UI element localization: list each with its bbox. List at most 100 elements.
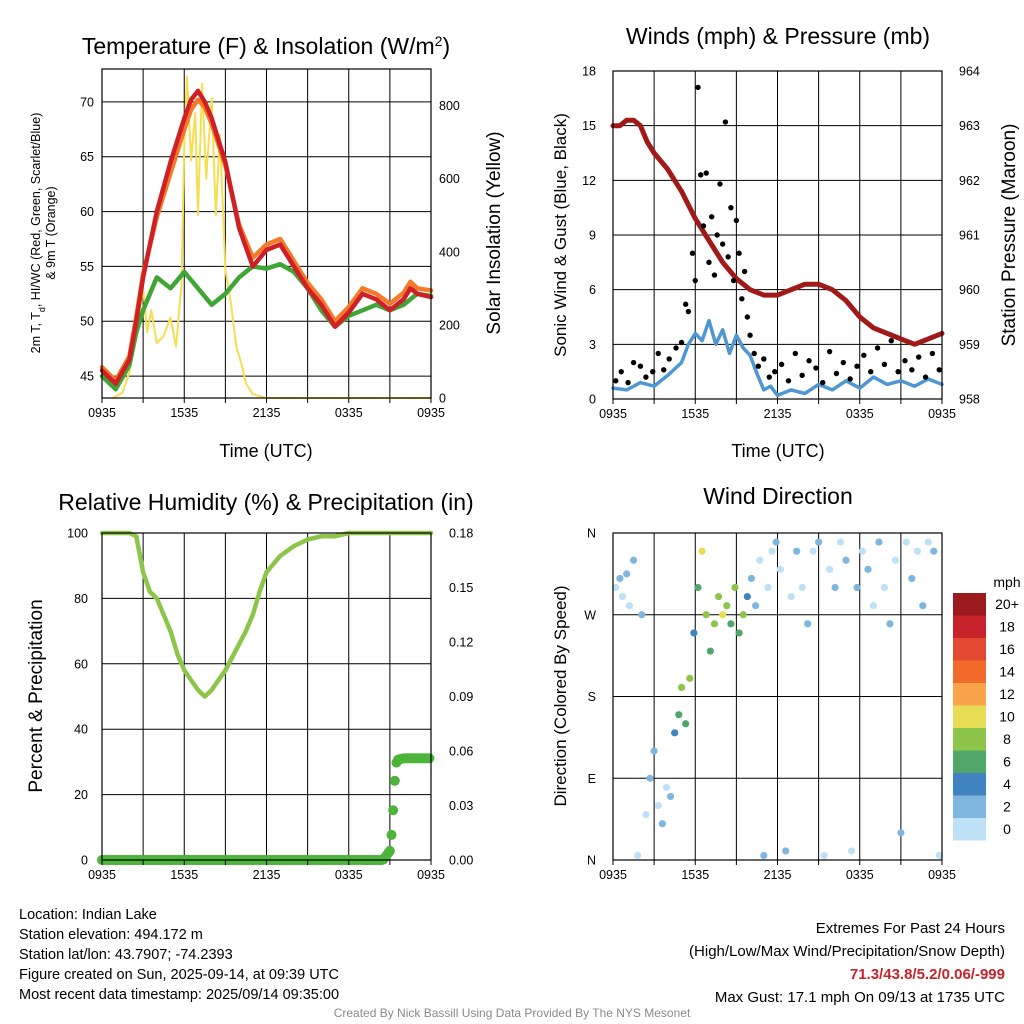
extremes-description: (High/Low/Max Wind/Precipitation/Snow De… — [689, 943, 1005, 960]
gust-point — [717, 181, 723, 187]
gust-point — [643, 374, 649, 380]
gust-point — [909, 367, 915, 373]
station-info: Location: Indian Lake Station elevation:… — [19, 905, 339, 1005]
y2-tick-label: 959 — [959, 338, 980, 352]
legend-label: 10 — [999, 709, 1015, 725]
y-tick-label: N — [587, 854, 596, 868]
gust-point — [915, 354, 922, 360]
direction-point — [768, 547, 776, 555]
precip-point — [384, 845, 395, 856]
x-tick-label: 0935 — [417, 406, 445, 420]
gust-point — [739, 296, 745, 302]
y2-tick-label: 962 — [959, 174, 980, 188]
y-tick-label: 15 — [582, 119, 596, 133]
direction-point — [908, 574, 916, 583]
gust-point — [861, 352, 867, 358]
direction-point — [930, 547, 938, 555]
y-tick-label: 3 — [589, 338, 596, 352]
y-tick-label: 0 — [589, 393, 596, 407]
y-tick-label: 65 — [80, 150, 94, 164]
direction-point — [694, 583, 702, 592]
gust-point — [695, 84, 701, 91]
y2-tick-label: 0.00 — [449, 854, 473, 868]
gust-point — [711, 272, 718, 278]
y-axis-label: Sonic Wind & Gust (Blue, Black) — [551, 113, 570, 357]
legend-swatch — [953, 818, 986, 841]
legend-swatch — [953, 795, 986, 818]
x-axis-label: Time (UTC) — [731, 441, 824, 461]
credit-text: Created By Nick Bassill Using Data Provi… — [333, 1006, 691, 1020]
y2-tick-label: 0.06 — [449, 745, 473, 759]
x-tick-label: 1535 — [170, 406, 198, 420]
direction-point — [646, 774, 654, 782]
legend-label: 14 — [999, 664, 1015, 680]
y2-tick-label: 964 — [959, 65, 980, 79]
y2-tick-label: 0 — [439, 392, 446, 406]
direction-point — [735, 629, 743, 637]
y2-tick-label: 200 — [439, 318, 460, 332]
recent-text: Most recent data timestamp: 2025/09/14 0… — [19, 987, 340, 1003]
panel-title-humidity: Relative Humidity (%) & Precipitation (i… — [58, 489, 473, 515]
direction-point — [719, 611, 727, 619]
y-tick-label: S — [588, 690, 596, 704]
direction-point — [842, 556, 850, 564]
extremes-title: Extremes For Past 24 Hours — [815, 920, 1005, 937]
legend-label: 6 — [1003, 754, 1011, 770]
direction-point — [815, 538, 823, 546]
direction-point — [858, 547, 867, 555]
wind-line — [611, 318, 944, 398]
extremes-info: Extremes For Past 24 Hours (High/Low/Max… — [689, 917, 1005, 1009]
y2-axis-label: Solar Insolation (Yellow) — [484, 131, 505, 334]
x-tick-label: 0335 — [335, 406, 363, 420]
direction-point — [820, 851, 828, 860]
max-gust-text: Max Gust: 17.1 mph On 09/13 at 1735 UTC — [714, 989, 1005, 1006]
direction-point — [638, 611, 646, 619]
direction-point — [727, 620, 735, 628]
gust-point — [929, 350, 936, 357]
x-tick-label: 2135 — [253, 868, 281, 882]
gust-point — [868, 368, 874, 375]
ylabel-a: 2m T, T — [29, 312, 43, 354]
gust-point — [847, 376, 853, 382]
direction-point — [675, 711, 683, 719]
direction-point — [869, 602, 878, 610]
direction-point — [618, 592, 627, 601]
gust-point — [772, 368, 778, 375]
precip-point — [424, 753, 435, 764]
legend-label: 16 — [999, 641, 1015, 657]
gust-point — [761, 356, 767, 362]
x-tick-label: 0935 — [928, 407, 956, 421]
legend-swatch — [953, 705, 986, 728]
gust-point — [766, 374, 772, 380]
direction-point — [772, 538, 780, 546]
gust-point — [703, 170, 709, 176]
direction-point — [616, 574, 624, 583]
gust-point — [751, 350, 757, 357]
direction-point — [924, 538, 932, 546]
x-tick-label: 0335 — [335, 868, 363, 882]
gust-point — [744, 314, 751, 320]
direction-point — [625, 602, 634, 610]
series-line-td — [99, 261, 434, 392]
direction-point — [756, 556, 764, 564]
gust-point — [630, 359, 637, 366]
gust-point — [785, 378, 792, 384]
direction-point — [831, 583, 839, 592]
direction-point — [612, 583, 620, 592]
x-tick-label: 0935 — [599, 407, 627, 421]
legend-label: 0 — [1003, 821, 1011, 837]
legend-label: 4 — [1003, 776, 1011, 792]
direction-point — [710, 620, 719, 628]
x-tick-label: 1535 — [170, 868, 198, 882]
legend-swatch — [953, 773, 986, 796]
elevation-text: Station elevation: 494.172 m — [19, 927, 203, 943]
panel-title-temperature: Temperature (F) & Insolation (W/m2) — [82, 33, 450, 59]
x-tick-label: 2135 — [764, 407, 792, 421]
direction-point — [913, 547, 921, 555]
direction-point — [690, 629, 698, 637]
gust-point — [700, 223, 707, 229]
legend-swatch — [953, 728, 986, 751]
y-tick-label: 0 — [81, 854, 88, 868]
gust-point — [874, 345, 881, 351]
direction-point — [686, 674, 694, 682]
